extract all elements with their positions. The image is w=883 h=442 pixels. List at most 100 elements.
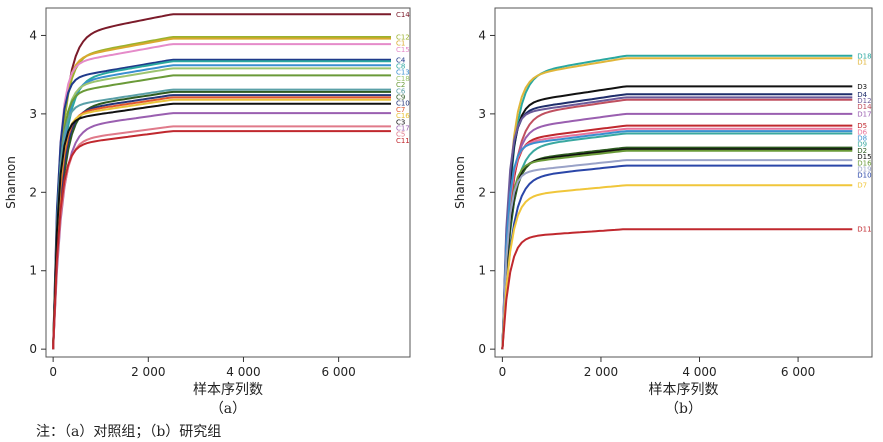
series-line-C16 <box>52 98 391 350</box>
x-tick-label: 6 000 <box>781 365 815 379</box>
y-axis-label: Shannon <box>4 156 18 209</box>
x-tick-label: 4 000 <box>226 365 260 379</box>
series-line-C12 <box>52 36 391 350</box>
series-line-D2 <box>501 146 853 350</box>
series-label-C15: C15 <box>396 46 410 54</box>
series-line-D19 <box>501 159 853 350</box>
x-tick-label: 0 <box>49 365 57 379</box>
series-line-C1 <box>52 37 391 350</box>
series-line-C7 <box>52 96 391 350</box>
y-tick-label: 3 <box>29 107 37 121</box>
series-label-D3: D3 <box>857 83 867 91</box>
series-label-D18: D18 <box>857 52 871 60</box>
series-line-C15 <box>52 43 391 350</box>
series-label-C3: C3 <box>396 118 405 126</box>
series-label-D17: D17 <box>857 110 871 118</box>
panel-label: （b） <box>665 401 702 417</box>
series-line-D1 <box>501 57 853 350</box>
series-label-C9: C9 <box>396 93 405 101</box>
series-label-D19: D19 <box>857 166 871 174</box>
series-label-D11: D11 <box>857 226 871 234</box>
series-line-D11 <box>501 228 853 350</box>
y-tick-label: 2 <box>478 185 486 199</box>
y-tick-label: 0 <box>29 342 37 356</box>
series-label-D4: D4 <box>857 91 867 99</box>
series-line-C8 <box>52 60 391 350</box>
series-label-C14: C14 <box>396 11 410 19</box>
y-tick-label: 0 <box>478 342 486 356</box>
series-line-D4 <box>501 93 853 350</box>
series-label-C7: C7 <box>396 106 405 114</box>
x-tick-label: 4 000 <box>682 365 716 379</box>
series-label-D6: D6 <box>857 128 867 136</box>
y-tick-label: 4 <box>478 28 486 42</box>
series-label-D8: D8 <box>857 135 867 143</box>
series-label-D10: D10 <box>857 172 871 180</box>
series-label-D14: D14 <box>857 103 872 111</box>
series-label-C10: C10 <box>396 100 410 108</box>
series-label-C5: C5 <box>396 131 405 139</box>
x-tick-label: 2 000 <box>584 365 618 379</box>
series-line-D15 <box>501 148 853 350</box>
y-tick-label: 1 <box>29 264 37 278</box>
panel-label: （a） <box>210 401 246 417</box>
plot-frame <box>45 7 411 358</box>
series-label-C8: C8 <box>396 62 405 70</box>
series-label-C13: C13 <box>396 69 410 77</box>
series-label-C4: C4 <box>396 56 406 64</box>
plot-frame <box>494 7 873 358</box>
series-line-D10 <box>501 164 853 350</box>
series-label-C6: C6 <box>396 87 406 95</box>
series-line-D8 <box>501 130 853 350</box>
series-label-D15: D15 <box>857 153 871 161</box>
y-axis-label: Shannon <box>453 156 467 209</box>
chart-panel-a: 0 2 000 4 000 6 000 0 1 2 3 4 Shannon 样本序列数 （a） C14 C… <box>4 7 411 417</box>
y-tick-label: 2 <box>29 185 37 199</box>
series-line-C9 <box>52 90 391 350</box>
footnote: 注：（a）对照组；（b）研究组 <box>36 424 221 440</box>
series-line-D9 <box>501 132 853 350</box>
series-label-D12: D12 <box>857 97 871 105</box>
series-label-D1: D1 <box>857 59 867 67</box>
series-line-D12 <box>501 96 853 350</box>
series-line-C11 <box>52 130 391 350</box>
series-label-D16: D16 <box>857 159 872 167</box>
series-line-D3 <box>501 85 853 350</box>
series-line-C14 <box>52 13 391 350</box>
y-tick-label: 1 <box>478 264 486 278</box>
series-label-D7: D7 <box>857 182 867 190</box>
series-label-C12: C12 <box>396 34 410 42</box>
y-tick-label: 3 <box>478 107 486 121</box>
series-label-C17: C17 <box>396 124 410 132</box>
series-line-C6 <box>52 88 391 350</box>
x-tick-label: 0 <box>499 365 507 379</box>
series-line-C13 <box>52 64 391 350</box>
series-line-C5 <box>52 125 391 350</box>
series-label-C16: C16 <box>396 112 410 120</box>
series-line-C10 <box>52 94 391 350</box>
series-line-C18 <box>52 67 391 350</box>
series-label-D5: D5 <box>857 122 867 130</box>
y-tick-label: 4 <box>29 28 37 42</box>
series-label-C11: C11 <box>396 137 410 145</box>
x-tick-label: 6 000 <box>321 365 355 379</box>
series-line-C4 <box>52 58 391 350</box>
series-line-D6 <box>501 127 853 350</box>
series-line-D17 <box>501 112 853 350</box>
x-axis-label: 样本序列数 <box>193 382 263 398</box>
series-line-C3 <box>52 102 391 350</box>
series-line-D5 <box>501 124 853 350</box>
x-tick-label: 2 000 <box>131 365 165 379</box>
series-line-D18 <box>501 54 853 350</box>
series-label-D9: D9 <box>857 141 867 149</box>
x-axis-label: 样本序列数 <box>649 382 719 398</box>
series-label-C18: C18 <box>396 75 410 83</box>
series-line-D16 <box>501 149 853 350</box>
series-label-C1: C1 <box>396 40 405 48</box>
series-label-C2: C2 <box>396 81 405 89</box>
series-label-D2: D2 <box>857 147 867 155</box>
series-line-D7 <box>501 184 853 350</box>
series-line-D14 <box>501 98 853 350</box>
